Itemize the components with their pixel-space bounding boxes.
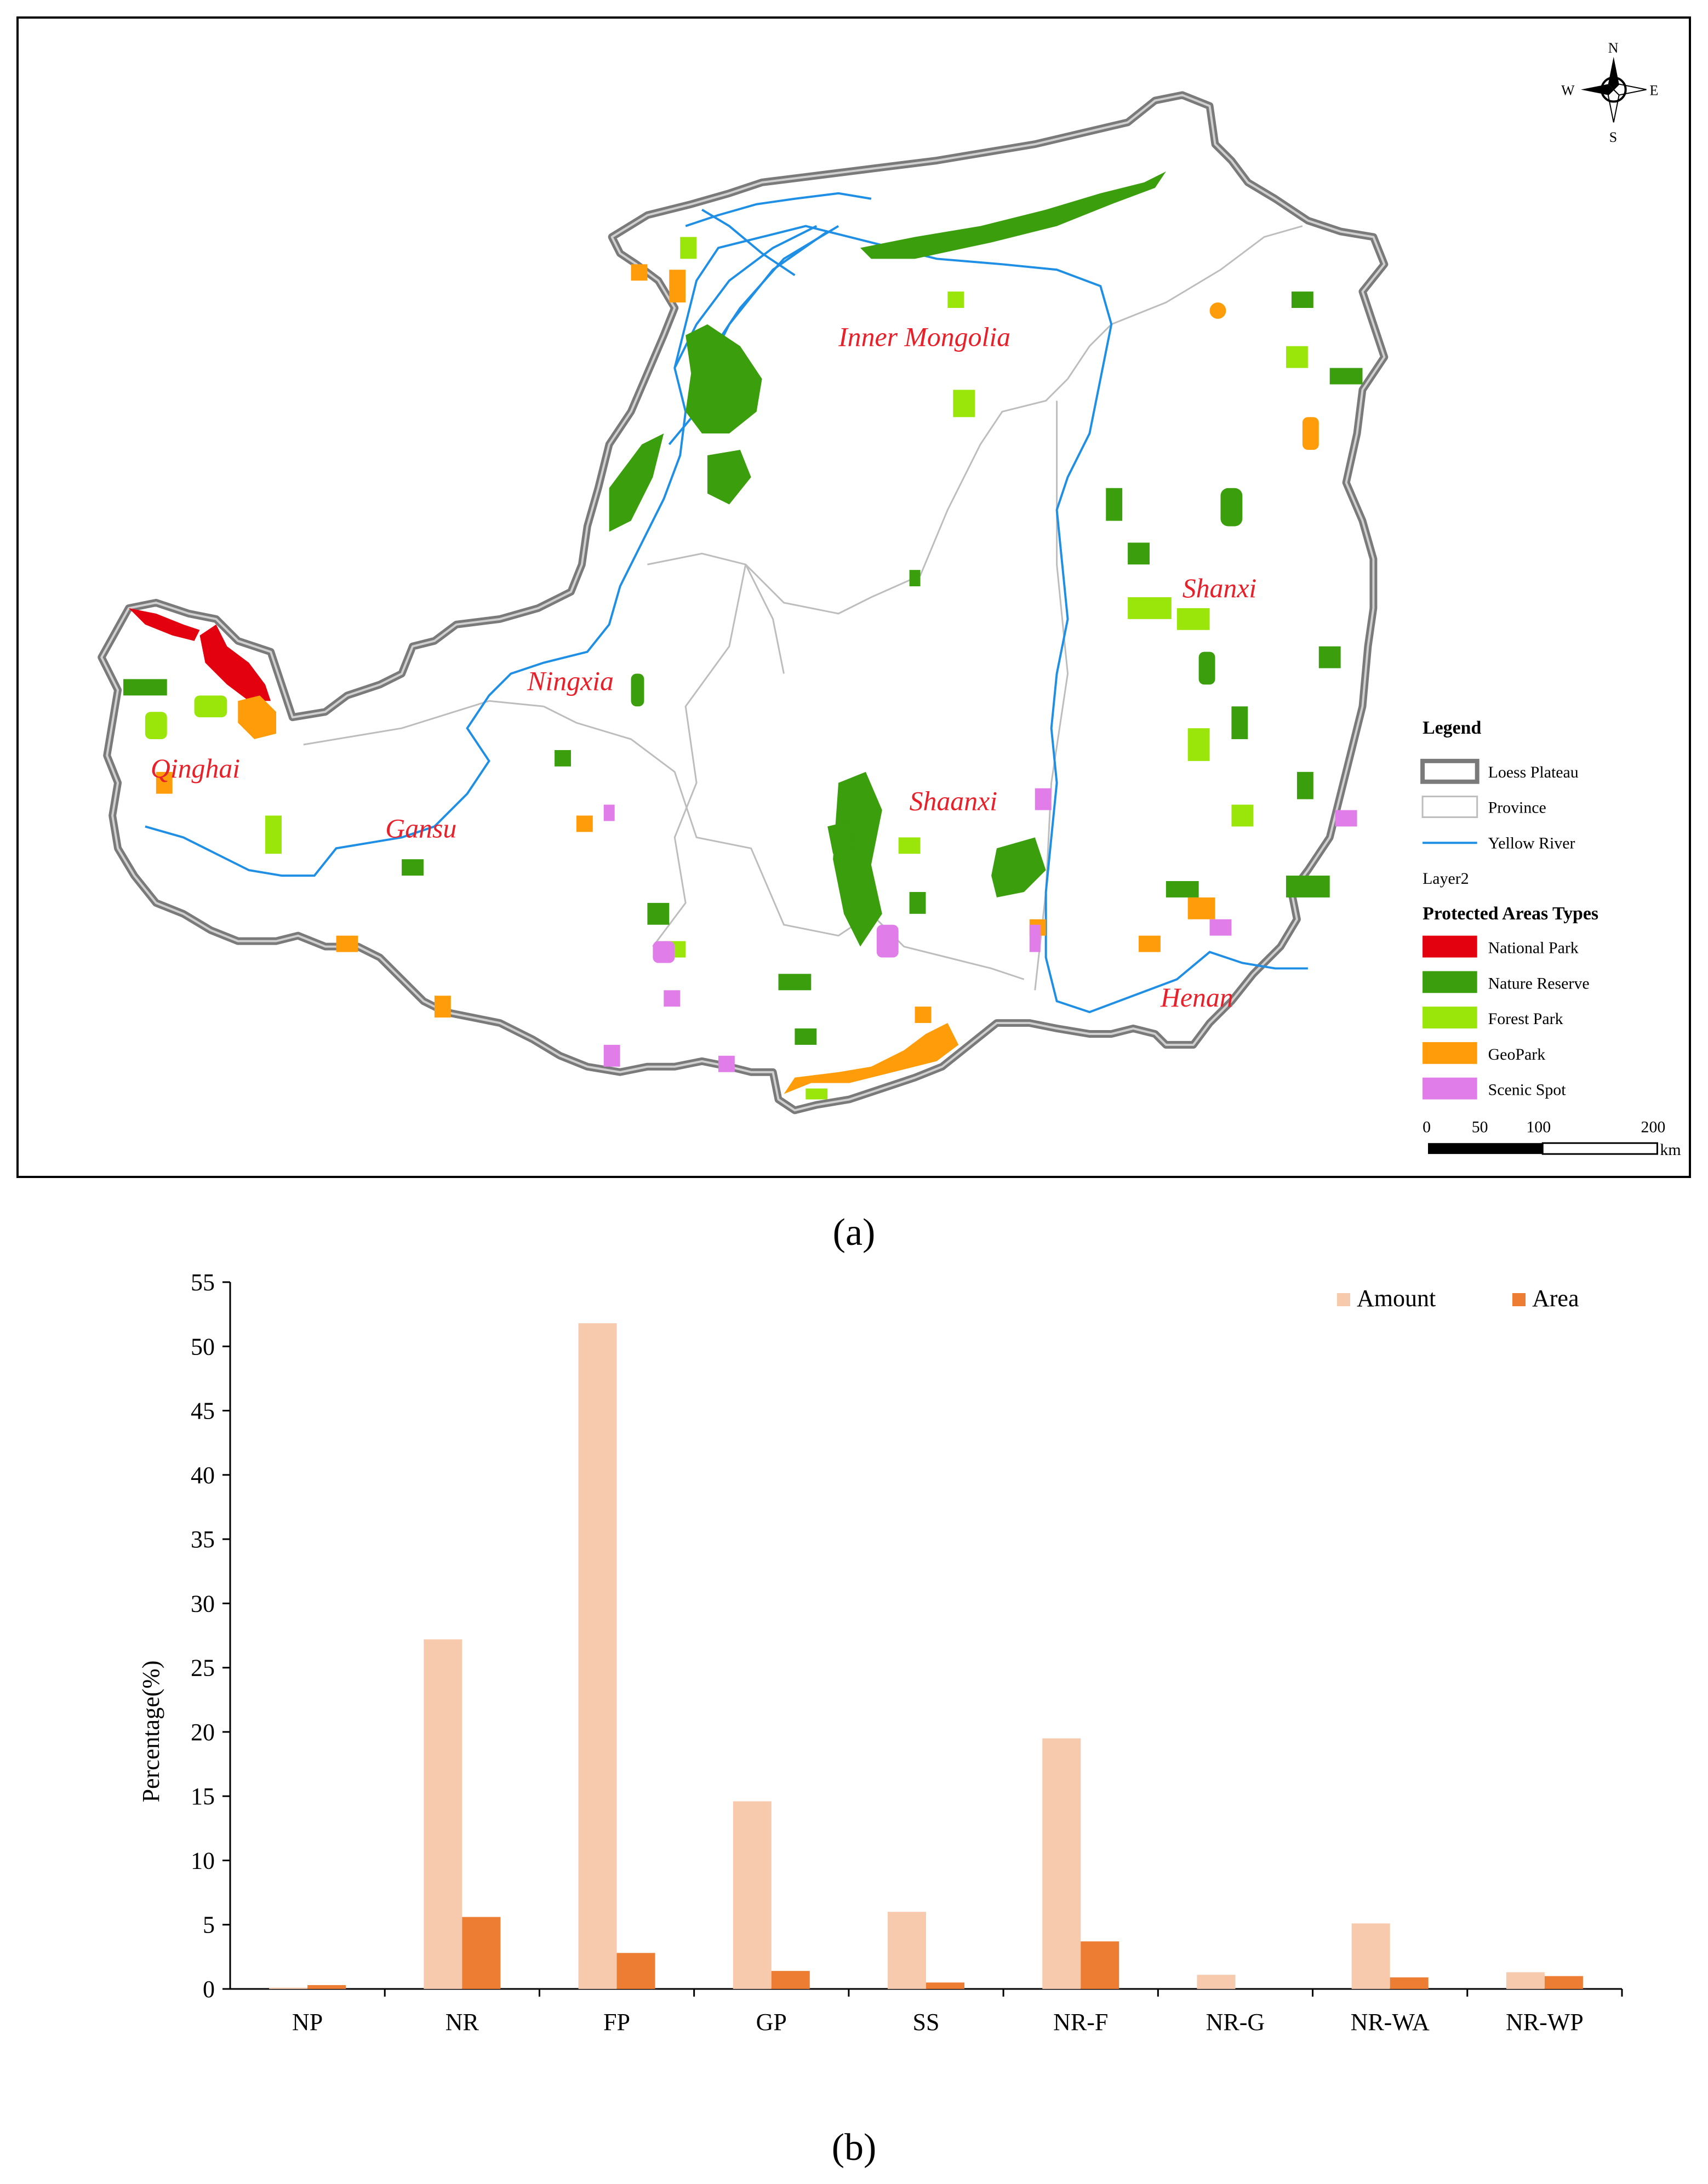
y-tick-label: 5 <box>203 1912 215 1939</box>
bar-area-nr-f <box>1081 1941 1119 1989</box>
legend-label-forest-park: Forest Park <box>1488 1010 1563 1028</box>
bar-amount-nr-g <box>1197 1975 1236 1989</box>
x-tick-label-nr-wp: NR-WP <box>1506 2009 1584 2036</box>
legend-swatch-nature-reserve <box>1423 971 1477 993</box>
bar-area-gp <box>771 1971 810 1989</box>
map-caption: (a) <box>0 1211 1708 1255</box>
scale-tick-200: 200 <box>1641 1118 1666 1136</box>
bar-amount-nr-f <box>1042 1738 1081 1989</box>
chart-bars <box>269 1323 1583 1989</box>
compass-e: E <box>1649 82 1658 98</box>
legend-label-amount: Amount <box>1357 1285 1436 1312</box>
scale-tick-0: 0 <box>1423 1118 1431 1136</box>
y-tick-label: 45 <box>191 1398 215 1425</box>
region-label-qinghai: Qinghai <box>151 753 240 784</box>
x-tick-label-nr-g: NR-G <box>1206 2009 1265 2036</box>
map-legend: Legend Loess Plateau Province Yellow Riv… <box>1420 718 1681 1159</box>
y-axis-label: Percentage(%) <box>138 1661 164 1803</box>
forest-park-areas <box>145 237 1308 1100</box>
legend-swatch-scenic-spot <box>1423 1077 1477 1100</box>
y-tick-label: 15 <box>191 1783 215 1810</box>
scenic-spot-areas <box>603 788 1357 1072</box>
compass-n: N <box>1608 40 1619 56</box>
legend-label-river: Yellow River <box>1488 834 1575 852</box>
scale-tick-50: 50 <box>1472 1118 1488 1136</box>
compass-rose-icon: N S E W <box>1561 40 1658 145</box>
bar-amount-fp <box>578 1323 617 1989</box>
bar-area-nr <box>462 1917 501 1989</box>
legend-swatch-geopark <box>1423 1042 1477 1064</box>
y-tick-label: 55 <box>191 1269 215 1296</box>
x-tick-label-np: NP <box>292 2009 323 2036</box>
legend-label-plateau: Loess Plateau <box>1488 763 1579 781</box>
legend-swatch-plateau <box>1420 758 1479 784</box>
chart-x-ticks: NP NR FP GP SS NR-F NR-G NR-WA NR-WP <box>292 1989 1623 2036</box>
bar-amount-nr <box>424 1639 462 1989</box>
legend-swatch-province <box>1421 796 1478 818</box>
nature-reserve-areas <box>123 171 1363 1045</box>
y-tick-label: 30 <box>191 1590 215 1617</box>
x-tick-label-nr: NR <box>445 2009 479 2036</box>
legend-types: National Park Nature Reserve Forest Park Ge… <box>1423 935 1590 1100</box>
legend-label-nature-reserve: Nature Reserve <box>1488 974 1590 992</box>
compass-s: S <box>1609 129 1617 145</box>
bar-area-nr-wa <box>1390 1977 1429 1989</box>
legend-title: Legend <box>1423 718 1481 738</box>
bar-amount-nr-wa <box>1351 1923 1390 1989</box>
map-panel: Inner Mongolia Shanxi Ningxia Qinghai Ga… <box>16 16 1691 1178</box>
compass-w: W <box>1561 82 1575 98</box>
bar-chart: NP NR FP GP SS NR-F NR-G NR-WA NR-WP 0 5 10 15 20 25 3… <box>138 1269 1623 2036</box>
region-label-shanxi: Shanxi <box>1183 573 1257 603</box>
map-caption-text: (a) <box>832 1211 876 1254</box>
y-tick-label: 25 <box>191 1655 215 1682</box>
bar-amount-nr-wp <box>1506 1972 1545 1989</box>
x-tick-label-fp: FP <box>603 2009 630 2036</box>
x-tick-label-nr-f: NR-F <box>1053 2009 1108 2036</box>
legend-types-title: Protected Areas Types <box>1423 904 1598 924</box>
chart-y-ticks: 0 5 10 15 20 25 30 35 40 45 50 55 <box>191 1269 230 2003</box>
legend-label-area: Area <box>1532 1285 1579 1312</box>
legend-swatch-area <box>1512 1293 1526 1306</box>
scale-tick-100: 100 <box>1526 1118 1551 1136</box>
region-label-shaanxi: Shaanxi <box>910 786 997 816</box>
y-tick-label: 20 <box>191 1719 215 1746</box>
scale-bar: 0 50 100 200 km <box>1423 1118 1681 1159</box>
bar-amount-gp <box>733 1801 772 1989</box>
bar-area-fp <box>616 1953 655 1989</box>
bar-amount-ss <box>888 1912 926 1989</box>
province-borders <box>303 225 1303 991</box>
chart-caption-text: (b) <box>831 2126 877 2169</box>
legend-label-scenic-spot: Scenic Spot <box>1488 1081 1567 1099</box>
bar-area-nr-wp <box>1544 1976 1583 1989</box>
y-tick-label: 0 <box>203 1976 215 2003</box>
legend-swatch-forest-park <box>1423 1007 1477 1029</box>
region-label-ningxia: Ningxia <box>527 666 614 696</box>
bar-area-ss <box>926 1982 964 1989</box>
x-tick-label-ss: SS <box>913 2009 940 2036</box>
national-park-areas <box>129 608 271 701</box>
legend-label-geopark: GeoPark <box>1488 1045 1546 1064</box>
region-label-inner-mongolia: Inner Mongolia <box>838 322 1010 352</box>
legend-swatch-amount <box>1337 1293 1350 1306</box>
legend-layer-label: Layer2 <box>1423 870 1469 888</box>
legend-label-province: Province <box>1488 799 1546 817</box>
legend-swatch-national-park <box>1423 935 1477 958</box>
y-tick-label: 40 <box>191 1462 215 1489</box>
map-svg: Inner Mongolia Shanxi Ningxia Qinghai Ga… <box>98 40 1681 1159</box>
x-tick-label-gp: GP <box>756 2009 787 2036</box>
x-tick-label-nr-wa: NR-WA <box>1351 2009 1430 2036</box>
region-label-henan: Henan <box>1160 982 1233 1013</box>
legend-label-national-park: National Park <box>1488 939 1579 957</box>
region-label-gansu: Gansu <box>385 813 456 843</box>
chart-caption: (b) <box>0 2126 1708 2170</box>
bar-amount-np <box>269 1987 308 1989</box>
bar-area-np <box>307 1985 346 1989</box>
y-tick-label: 10 <box>191 1847 215 1874</box>
y-tick-label: 35 <box>191 1526 215 1553</box>
chart-legend: Amount Area <box>1337 1285 1579 1312</box>
scale-unit: km <box>1660 1141 1681 1159</box>
y-tick-label: 50 <box>191 1333 215 1360</box>
